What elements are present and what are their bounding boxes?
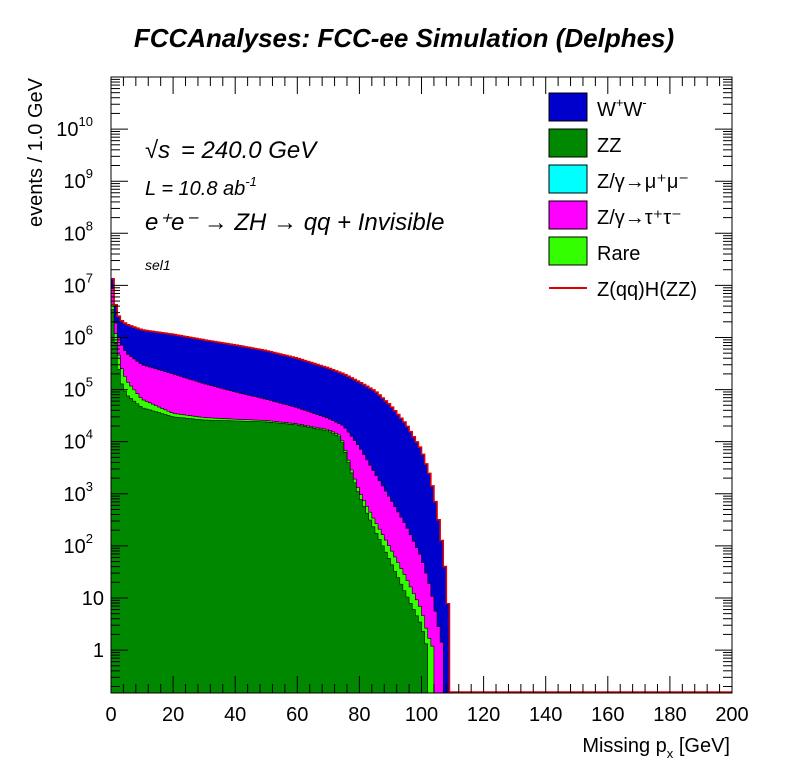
y-tick-base: 10	[64, 432, 86, 454]
x-tick-label: 180	[653, 704, 686, 726]
y-tick-label: 104	[64, 427, 93, 454]
x-tick-label: 120	[467, 704, 500, 726]
y-tick-base: 10	[64, 380, 86, 402]
legend-label-zmumu: Z/γ→μ⁺μ⁻	[597, 171, 689, 193]
x-axis-ticks: 0 20 40 60 80 100 120 140 160 180 200	[105, 77, 749, 726]
legend-swatch-ztautau	[548, 200, 588, 230]
luminosity-main: L = 10.8 ab	[145, 178, 245, 200]
luminosity-annotation: L = 10.8 ab-1	[145, 174, 257, 200]
x-axis-label: Missing px [GeV]	[582, 735, 730, 761]
legend-swatch-ww	[548, 92, 588, 122]
y-axis-label: events / 1.0 GeV	[25, 77, 47, 227]
y-tick-label: 10	[82, 588, 104, 610]
y-tick-label: 1	[93, 640, 104, 662]
chart-title: FCCAnalyses: FCC-ee Simulation (Delphes)	[134, 23, 674, 53]
y-tick-label: 109	[64, 166, 93, 193]
y-tick-label: 107	[64, 270, 93, 297]
legend-swatch-zmumu	[548, 164, 588, 194]
legend-label-signal: Z(qq)H(ZZ)	[597, 279, 697, 301]
y-tick-label: 105	[64, 375, 93, 402]
signal-line	[111, 277, 732, 693]
legend-part: W	[623, 99, 642, 121]
y-tick-label: 1010	[56, 114, 93, 141]
x-tick-label: 40	[224, 704, 246, 726]
legend-swatch-zz	[548, 128, 588, 158]
sqrt-s-symbol: √s	[145, 137, 170, 164]
selection-annotation: sel1	[145, 257, 171, 273]
annotations: √s = 240.0 GeV L = 10.8 ab-1 e⁺e⁻ → ZH →…	[145, 137, 444, 273]
y-tick-exp: 8	[86, 218, 93, 233]
sqrt-s-annotation: √s = 240.0 GeV	[145, 137, 318, 164]
legend-label-zz: ZZ	[597, 135, 621, 157]
y-tick-label: 102	[64, 531, 93, 558]
y-tick-base: 10	[64, 223, 86, 245]
x-tick-label: 80	[348, 704, 370, 726]
x-tick-label: 100	[405, 704, 438, 726]
y-tick-exp: 10	[79, 114, 93, 129]
x-tick-label: 20	[162, 704, 184, 726]
x-axis-label-sub: x	[667, 746, 674, 761]
y-tick-exp: 2	[86, 531, 93, 546]
y-tick-base: 10	[56, 119, 78, 141]
y-tick-exp: 4	[86, 427, 93, 442]
x-tick-label: 160	[591, 704, 624, 726]
y-tick-label: 106	[64, 322, 93, 349]
legend-sup: +	[616, 95, 624, 110]
y-tick-base: 10	[64, 327, 86, 349]
y-tick-label: 108	[64, 218, 93, 245]
sqrt-s-value: = 240.0 GeV	[181, 137, 318, 164]
x-axis-label-main: Missing p	[582, 735, 666, 757]
y-tick-exp: 6	[86, 322, 93, 337]
process-annotation: e⁺e⁻ → ZH → qq + Invisible	[145, 209, 444, 236]
y-tick-base: 1	[93, 640, 104, 662]
x-axis-label-unit: [GeV]	[673, 735, 730, 757]
y-tick-label: 103	[64, 479, 93, 506]
x-tick-label: 200	[715, 704, 748, 726]
y-tick-exp: 3	[86, 479, 93, 494]
x-tick-label: 140	[529, 704, 562, 726]
y-tick-base: 10	[64, 536, 86, 558]
legend-label-rare: Rare	[597, 243, 640, 265]
y-tick-exp: 7	[86, 270, 93, 285]
y-tick-exp: 5	[86, 375, 93, 390]
stacked-histogram	[110, 277, 732, 694]
y-tick-base: 10	[82, 588, 104, 610]
legend-part: W	[597, 99, 616, 121]
y-tick-base: 10	[64, 275, 86, 297]
y-tick-base: 10	[64, 171, 86, 193]
legend-swatch-rare	[548, 236, 588, 266]
x-tick-label: 60	[286, 704, 308, 726]
legend-sup: -	[642, 95, 646, 110]
x-tick-label: 0	[105, 704, 116, 726]
legend-label-ww: W+W-	[597, 95, 647, 121]
y-tick-base: 10	[64, 484, 86, 506]
y-tick-exp: 9	[86, 166, 93, 181]
luminosity-exp: -1	[245, 174, 257, 189]
legend-label-ztautau: Z/γ→τ⁺τ⁻	[597, 207, 682, 229]
